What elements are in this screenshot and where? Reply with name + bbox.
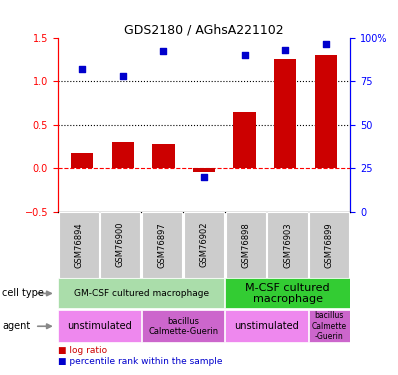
Bar <box>226 212 266 278</box>
Point <box>119 73 126 79</box>
Text: GSM76902: GSM76902 <box>199 222 209 267</box>
Text: GSM76897: GSM76897 <box>158 222 167 268</box>
Bar <box>59 212 99 278</box>
Point <box>160 48 166 54</box>
Text: bacillus
Calmette-Guerin: bacillus Calmette-Guerin <box>148 316 218 336</box>
Bar <box>71 153 93 168</box>
Text: unstimulated: unstimulated <box>234 321 299 331</box>
Point <box>242 52 248 58</box>
Text: GSM76900: GSM76900 <box>116 222 125 267</box>
Bar <box>111 142 134 168</box>
Point <box>323 42 329 48</box>
Text: GSM76894: GSM76894 <box>74 222 83 267</box>
Text: cell type: cell type <box>2 288 44 298</box>
Bar <box>152 144 174 168</box>
Text: GM-CSF cultured macrophage: GM-CSF cultured macrophage <box>74 289 209 298</box>
Text: GSM76898: GSM76898 <box>241 222 250 268</box>
Bar <box>309 310 350 342</box>
Bar <box>309 212 349 278</box>
Title: GDS2180 / AGhsA221102: GDS2180 / AGhsA221102 <box>124 23 284 36</box>
Text: ■ log ratio: ■ log ratio <box>58 346 107 355</box>
Bar <box>315 55 337 168</box>
Text: ■ percentile rank within the sample: ■ percentile rank within the sample <box>58 357 222 366</box>
Point <box>282 47 289 53</box>
Bar <box>193 168 215 172</box>
Bar <box>58 279 224 308</box>
Text: bacillus
Calmette
-Guerin: bacillus Calmette -Guerin <box>312 311 347 341</box>
Bar <box>225 310 308 342</box>
Bar <box>142 310 224 342</box>
Text: unstimulated: unstimulated <box>67 321 132 331</box>
Text: agent: agent <box>2 321 30 331</box>
Bar <box>234 112 256 168</box>
Bar <box>58 310 141 342</box>
Point <box>79 66 85 72</box>
Point <box>201 174 207 180</box>
Bar <box>142 212 182 278</box>
Text: M-CSF cultured
macrophage: M-CSF cultured macrophage <box>245 283 330 304</box>
Bar <box>184 212 224 278</box>
Bar <box>225 279 350 308</box>
Text: GSM76899: GSM76899 <box>325 222 334 267</box>
Bar <box>274 59 297 168</box>
Text: GSM76903: GSM76903 <box>283 222 292 267</box>
Bar <box>267 212 308 278</box>
Bar <box>100 212 140 278</box>
